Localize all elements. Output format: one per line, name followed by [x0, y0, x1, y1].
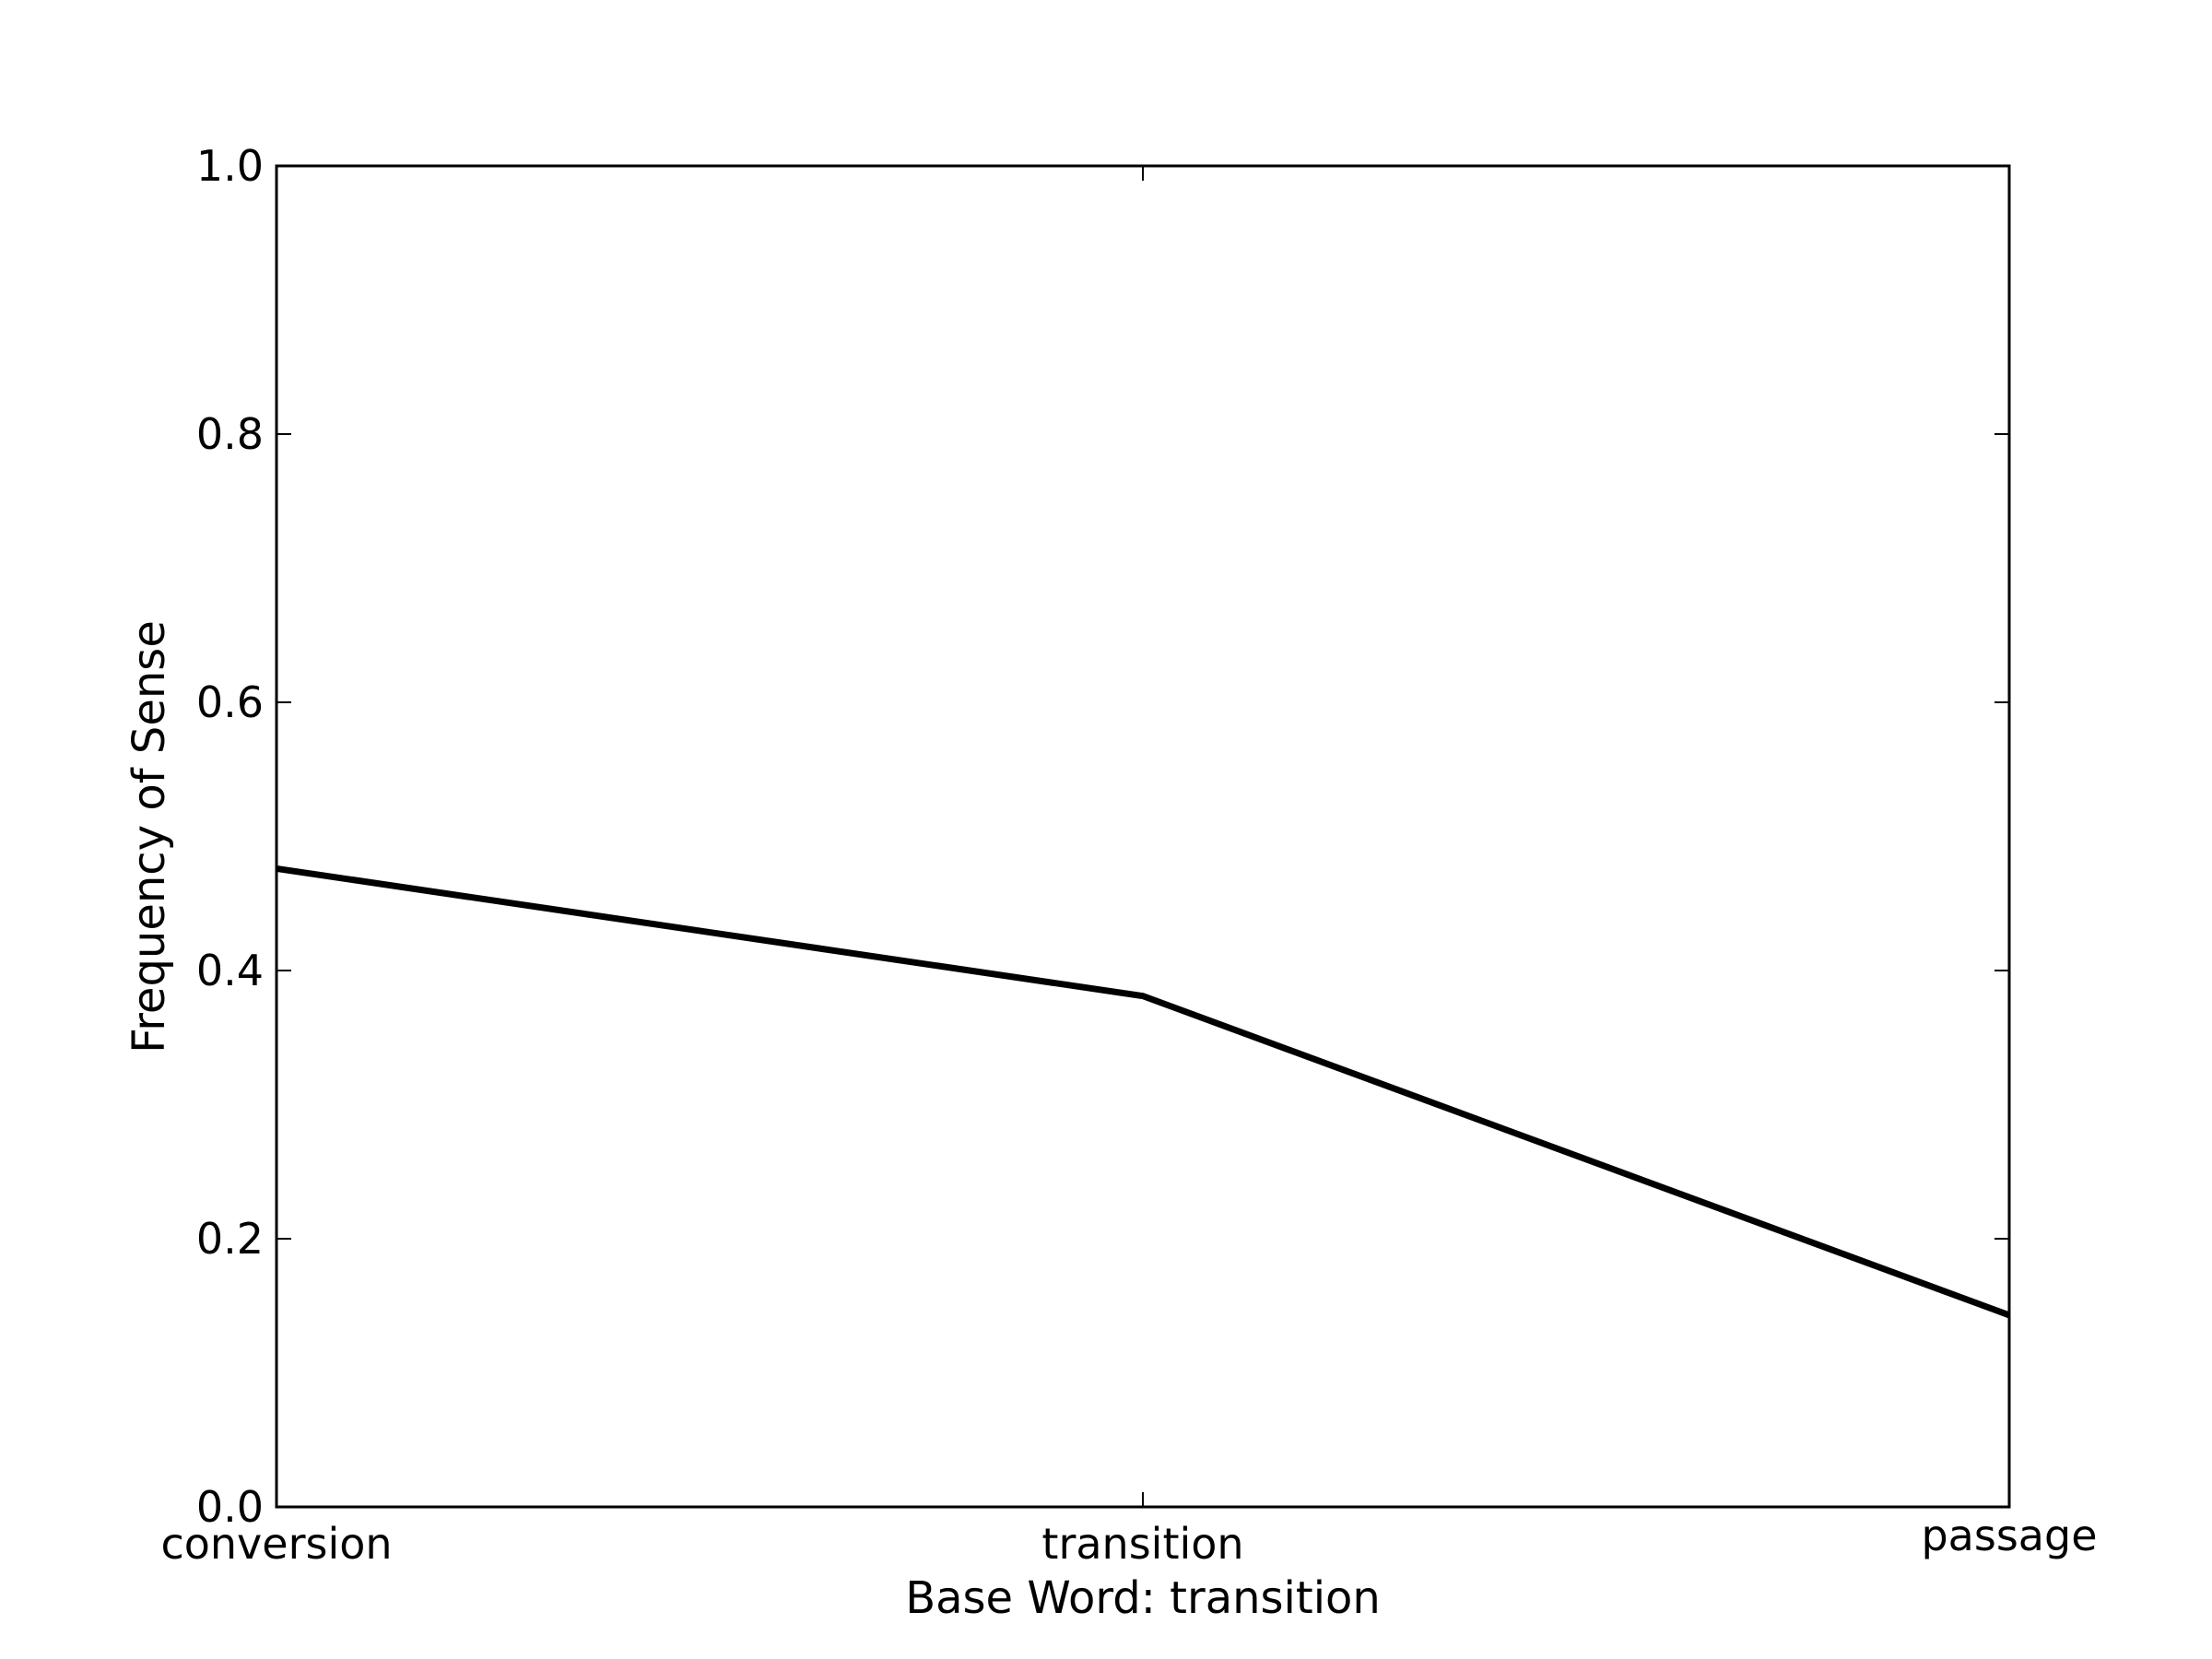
x-axis-label: Base Word: transition [905, 1572, 1381, 1624]
x-tick-labels: conversion transition passage [160, 1511, 2097, 1569]
y-tick-label: 0.4 [196, 946, 264, 995]
y-tick-label: 0.2 [196, 1214, 264, 1264]
plot-frame [275, 164, 2011, 1509]
x-tick-label: transition [1041, 1519, 1243, 1569]
y-tick-label: 0.8 [196, 409, 264, 459]
y-tick-label: 0.0 [196, 1482, 264, 1532]
y-tick-label: 1.0 [196, 141, 264, 191]
axis-ticks [276, 165, 2010, 1508]
series-layer [276, 865, 2011, 1319]
y-axis-label: Frequency of Sense [124, 620, 175, 1053]
series-line-0 [276, 865, 2011, 1319]
x-tick-label: passage [1921, 1511, 2097, 1560]
y-tick-label: 0.6 [196, 677, 264, 727]
x-tick-label: conversion [160, 1519, 392, 1569]
y-tick-labels: 0.0 0.2 0.4 0.6 0.8 1.0 [196, 141, 264, 1532]
